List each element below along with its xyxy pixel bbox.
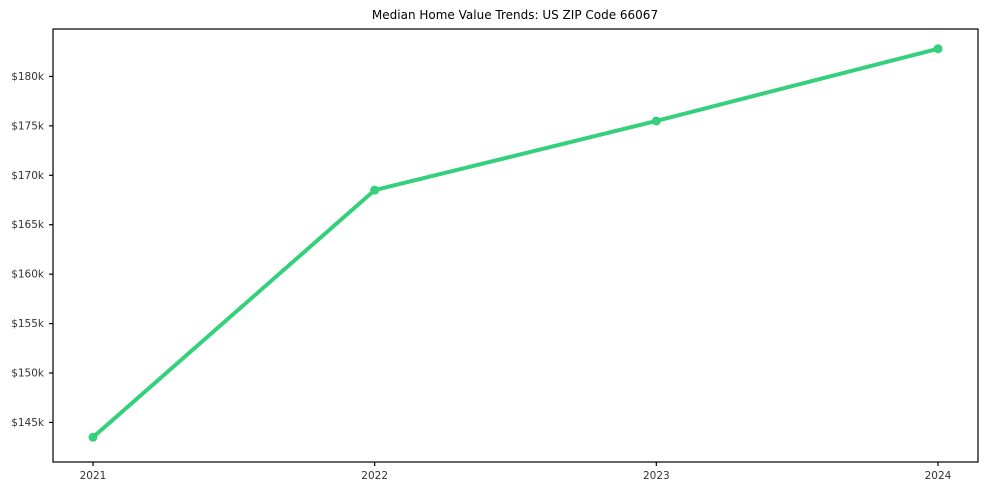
y-tick-label: $170k bbox=[11, 170, 45, 182]
data-point-marker bbox=[933, 44, 943, 54]
axes-layer: $145k $150k $155k $160k $165k $170k $175k $180k… bbox=[11, 28, 979, 482]
y-tick-label: $165k bbox=[11, 219, 45, 231]
x-tick-label: 2023 bbox=[643, 470, 670, 482]
y-tick-label: $145k bbox=[11, 417, 45, 429]
y-tick-label: $155k bbox=[11, 318, 45, 330]
y-tick-label: $160k bbox=[11, 269, 45, 281]
y-tick-label: $180k bbox=[11, 71, 45, 83]
line-series-layer bbox=[88, 44, 943, 442]
y-tick-label: $150k bbox=[11, 368, 45, 380]
data-point-marker bbox=[370, 185, 380, 195]
plot-frame bbox=[52, 28, 979, 463]
data-point-marker bbox=[88, 432, 98, 442]
trend-line bbox=[91, 46, 940, 440]
x-tick-label: 2021 bbox=[80, 470, 107, 482]
x-tick-label: 2022 bbox=[361, 470, 388, 482]
y-tick-label: $175k bbox=[11, 120, 45, 132]
chart-title: Median Home Value Trends: US ZIP Code 66… bbox=[372, 8, 658, 22]
x-tick-label: 2024 bbox=[925, 470, 952, 482]
data-point-marker bbox=[651, 116, 661, 126]
